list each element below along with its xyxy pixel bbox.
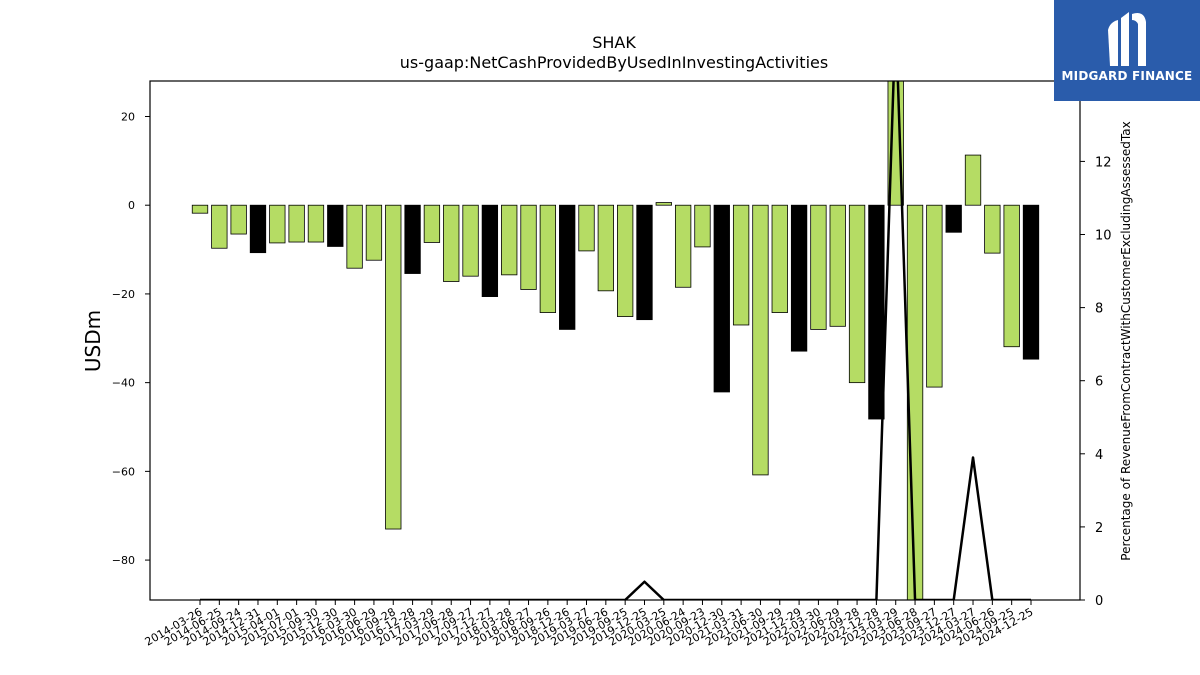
y2-tick-label: 0 xyxy=(1095,594,1103,609)
bar-2021-09-29 xyxy=(771,204,788,313)
bar-2019-06-26 xyxy=(597,204,614,292)
bar-2016-03-30 xyxy=(346,204,363,269)
bar-2020-03-25 xyxy=(655,202,672,206)
y2-tick-label: 12 xyxy=(1095,155,1112,170)
bar-2019-09-25 xyxy=(617,204,634,317)
bar-2018-09-26 xyxy=(539,204,557,313)
brand-logo: MIDGARD FINANCE xyxy=(1054,0,1200,101)
bar-2017-09-27 xyxy=(462,204,479,277)
y2-axis-label: Percentage of RevenueFromContractWithCus… xyxy=(1119,121,1133,560)
logo-mark-icon xyxy=(1108,12,1146,66)
chart-title: SHAK xyxy=(592,33,636,52)
bar-2020-06-24 xyxy=(674,204,692,288)
y2-tick-label: 4 xyxy=(1095,448,1103,463)
bar-2024-12-25 xyxy=(1022,204,1040,360)
bar-2023-09-27 xyxy=(926,204,943,388)
bar-2016-09-28 xyxy=(385,204,402,530)
bar-2017-06-28 xyxy=(443,204,460,282)
bar-2018-06-27 xyxy=(520,204,537,290)
bar-2014-09-24 xyxy=(230,204,247,235)
plot-area: 200−20−40−60−800246810122014-03-262014-0… xyxy=(112,80,1112,649)
bar-2015-04-01 xyxy=(269,204,286,244)
bar-2020-12-30 xyxy=(713,204,730,393)
y-tick-label: −20 xyxy=(112,288,135,301)
bar-2024-03-27 xyxy=(964,154,982,206)
bar-2024-09-25 xyxy=(1003,204,1020,348)
y-axis-label: USDm xyxy=(81,310,105,372)
bar-2019-12-25 xyxy=(636,204,653,321)
bar-2014-12-31 xyxy=(249,204,267,254)
bar-2018-03-28 xyxy=(501,204,518,276)
bar-2015-09-30 xyxy=(307,204,325,243)
bar-2021-03-31 xyxy=(732,204,750,326)
bar-2015-12-30 xyxy=(327,204,344,247)
bar-2017-12-27 xyxy=(481,204,499,297)
bar-2023-12-27 xyxy=(945,204,962,233)
y-tick-label: −80 xyxy=(112,554,135,567)
y2-tick-label: 6 xyxy=(1095,375,1103,390)
bar-2022-06-29 xyxy=(829,204,846,327)
percentage-line xyxy=(200,81,1031,600)
bar-2024-06-26 xyxy=(984,204,1001,254)
bar-2022-12-28 xyxy=(868,204,885,420)
bar-2020-09-23 xyxy=(694,204,711,248)
bar-2016-06-29 xyxy=(365,204,383,261)
bar-2021-06-30 xyxy=(752,204,769,476)
bar-2016-12-28 xyxy=(404,204,421,274)
y2-tick-label: 2 xyxy=(1095,521,1103,536)
y-tick-label: −60 xyxy=(112,465,135,478)
bar-2019-03-27 xyxy=(578,204,595,252)
bar-2014-06-25 xyxy=(211,204,228,249)
y2-tick-label: 8 xyxy=(1095,302,1103,317)
plot-frame xyxy=(149,80,1081,601)
bar-2014-03-26 xyxy=(191,204,209,214)
chart-subtitle: us-gaap:NetCashProvidedByUsedInInvesting… xyxy=(400,53,828,72)
y-tick-label: 20 xyxy=(121,110,135,123)
y2-tick-label: 10 xyxy=(1095,229,1112,244)
y-tick-label: −40 xyxy=(112,377,135,390)
plot-content xyxy=(191,81,1040,600)
bar-2017-03-29 xyxy=(423,204,441,243)
bar-2022-09-28 xyxy=(848,204,866,384)
bar-2015-07-01 xyxy=(288,204,305,243)
brand-name: MIDGARD FINANCE xyxy=(1061,69,1193,83)
bar-2018-12-26 xyxy=(559,204,576,330)
y-tick-label: 0 xyxy=(128,199,135,212)
bar-2021-12-29 xyxy=(790,204,808,352)
bar-2022-03-30 xyxy=(810,204,827,330)
